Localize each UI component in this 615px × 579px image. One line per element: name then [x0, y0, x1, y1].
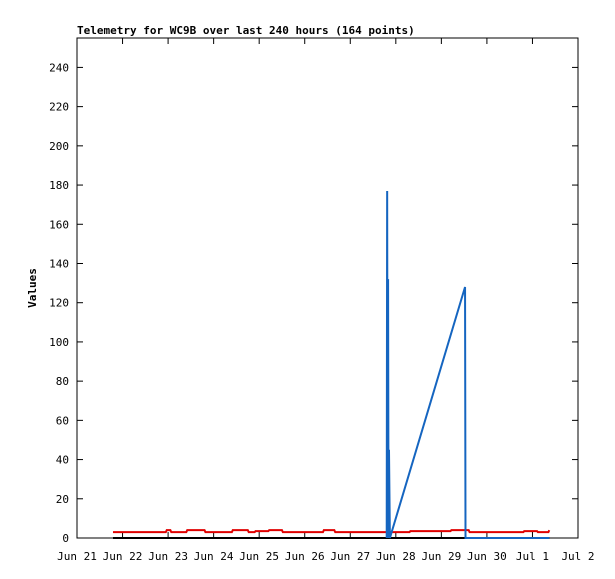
- x-tick-label: Jun 24: [194, 550, 234, 563]
- chart-title: Telemetry for WC9B over last 240 hours (…: [77, 24, 415, 37]
- x-tick-label: Jun 23: [148, 550, 188, 563]
- y-tick-label: 40: [56, 454, 69, 467]
- y-tick-label: 220: [49, 101, 69, 114]
- x-tick-label: Jul 1: [516, 550, 549, 563]
- y-tick-label: 140: [49, 257, 69, 270]
- x-tick-label: Jun 27: [330, 550, 370, 563]
- x-tick-label: Jun 28: [376, 550, 416, 563]
- x-tick-label: Jun 26: [285, 550, 325, 563]
- x-tick-label: Jun 22: [103, 550, 143, 563]
- y-tick-label: 80: [56, 375, 69, 388]
- series-line: [385, 190, 550, 539]
- x-tick-label: Jun 29: [421, 550, 461, 563]
- y-tick-label: 120: [49, 297, 69, 310]
- y-tick-label: 0: [62, 532, 69, 545]
- x-tick-label: Jun 30: [467, 550, 507, 563]
- y-tick-label: 160: [49, 218, 69, 231]
- y-tick-label: 200: [49, 140, 69, 153]
- y-axis-label: Values: [26, 268, 39, 308]
- y-tick-label: 100: [49, 336, 69, 349]
- series-line: [112, 529, 551, 534]
- plot-frame: [76, 37, 579, 539]
- y-tick-label: 240: [49, 61, 69, 74]
- y-tick-label: 180: [49, 179, 69, 192]
- y-tick-label: 20: [56, 493, 69, 506]
- x-tick-label: Jun 21: [57, 550, 97, 563]
- y-tick-label: 60: [56, 414, 69, 427]
- x-tick-label: Jul 2: [561, 550, 594, 563]
- x-tick-label: Jun 25: [239, 550, 279, 563]
